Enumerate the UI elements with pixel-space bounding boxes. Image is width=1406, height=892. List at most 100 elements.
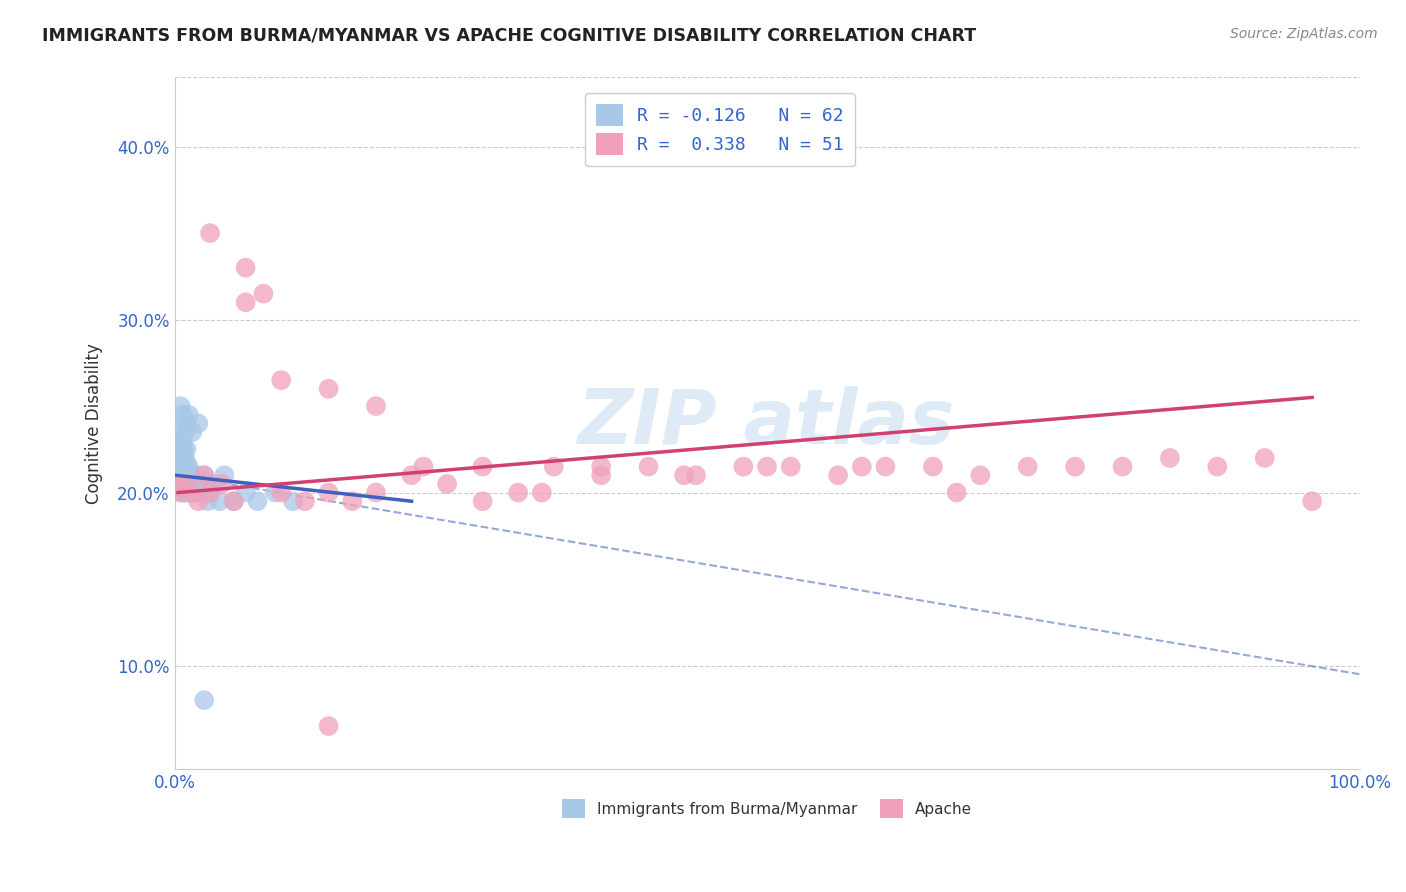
Point xyxy=(180,476,202,491)
Point xyxy=(214,468,236,483)
Point xyxy=(1206,459,1229,474)
Point xyxy=(167,417,190,431)
Point xyxy=(235,485,257,500)
Point xyxy=(294,494,316,508)
Point xyxy=(318,719,340,733)
Point xyxy=(173,476,195,491)
Point xyxy=(685,468,707,483)
Point xyxy=(167,442,190,457)
Point xyxy=(1159,450,1181,465)
Point xyxy=(181,425,204,439)
Point xyxy=(436,476,458,491)
Point xyxy=(172,408,194,422)
Point xyxy=(172,485,194,500)
Point xyxy=(167,476,190,491)
Point xyxy=(198,226,221,240)
Point xyxy=(184,485,207,500)
Point xyxy=(165,468,187,483)
Point xyxy=(167,459,190,474)
Point xyxy=(169,476,191,491)
Point xyxy=(173,459,195,474)
Point xyxy=(169,434,191,448)
Point xyxy=(733,459,755,474)
Point xyxy=(471,494,494,508)
Point xyxy=(176,459,198,474)
Point xyxy=(176,476,198,491)
Point xyxy=(176,417,198,431)
Point xyxy=(1111,459,1133,474)
Point xyxy=(281,494,304,508)
Point xyxy=(177,459,200,474)
Point xyxy=(412,459,434,474)
Point xyxy=(179,468,201,483)
Point xyxy=(471,459,494,474)
Point xyxy=(591,468,613,483)
Point xyxy=(181,485,204,500)
Point xyxy=(246,494,269,508)
Point xyxy=(1064,459,1087,474)
Legend: Immigrants from Burma/Myanmar, Apache: Immigrants from Burma/Myanmar, Apache xyxy=(555,793,979,824)
Point xyxy=(875,459,897,474)
Point xyxy=(401,468,423,483)
Point xyxy=(193,693,215,707)
Point xyxy=(170,434,193,448)
Point xyxy=(169,450,191,465)
Point xyxy=(193,468,215,483)
Point xyxy=(166,459,188,474)
Point xyxy=(176,485,198,500)
Point xyxy=(177,408,200,422)
Point xyxy=(637,459,659,474)
Point xyxy=(167,476,190,491)
Point xyxy=(187,494,209,508)
Point xyxy=(235,260,257,275)
Point xyxy=(181,485,204,500)
Point xyxy=(591,459,613,474)
Point xyxy=(208,494,231,508)
Point xyxy=(183,468,205,483)
Point xyxy=(270,373,292,387)
Point xyxy=(174,485,197,500)
Point xyxy=(172,468,194,483)
Point xyxy=(318,382,340,396)
Point xyxy=(183,476,205,491)
Point xyxy=(193,468,215,483)
Point xyxy=(222,494,245,508)
Point xyxy=(198,485,221,500)
Point xyxy=(197,494,219,508)
Point xyxy=(169,442,191,457)
Point xyxy=(922,459,945,474)
Point xyxy=(174,468,197,483)
Point xyxy=(945,485,967,500)
Text: Source: ZipAtlas.com: Source: ZipAtlas.com xyxy=(1230,27,1378,41)
Point xyxy=(166,450,188,465)
Point xyxy=(173,442,195,457)
Point xyxy=(318,485,340,500)
Text: IMMIGRANTS FROM BURMA/MYANMAR VS APACHE COGNITIVE DISABILITY CORRELATION CHART: IMMIGRANTS FROM BURMA/MYANMAR VS APACHE … xyxy=(42,27,976,45)
Point xyxy=(851,459,873,474)
Point xyxy=(235,295,257,310)
Point xyxy=(1254,450,1277,465)
Point xyxy=(177,476,200,491)
Text: ZIP atlas: ZIP atlas xyxy=(578,386,956,460)
Point xyxy=(1017,459,1039,474)
Point xyxy=(779,459,801,474)
Point xyxy=(190,485,212,500)
Point xyxy=(252,286,274,301)
Point xyxy=(176,468,198,483)
Point xyxy=(673,468,696,483)
Point xyxy=(264,485,287,500)
Point xyxy=(1301,494,1323,508)
Point xyxy=(172,434,194,448)
Point xyxy=(179,485,201,500)
Point xyxy=(169,459,191,474)
Point xyxy=(969,468,991,483)
Point xyxy=(508,485,530,500)
Point xyxy=(172,450,194,465)
Point xyxy=(827,468,849,483)
Point xyxy=(187,417,209,431)
Point xyxy=(174,450,197,465)
Point xyxy=(170,468,193,483)
Point xyxy=(222,494,245,508)
Point xyxy=(187,476,209,491)
Point xyxy=(364,485,387,500)
